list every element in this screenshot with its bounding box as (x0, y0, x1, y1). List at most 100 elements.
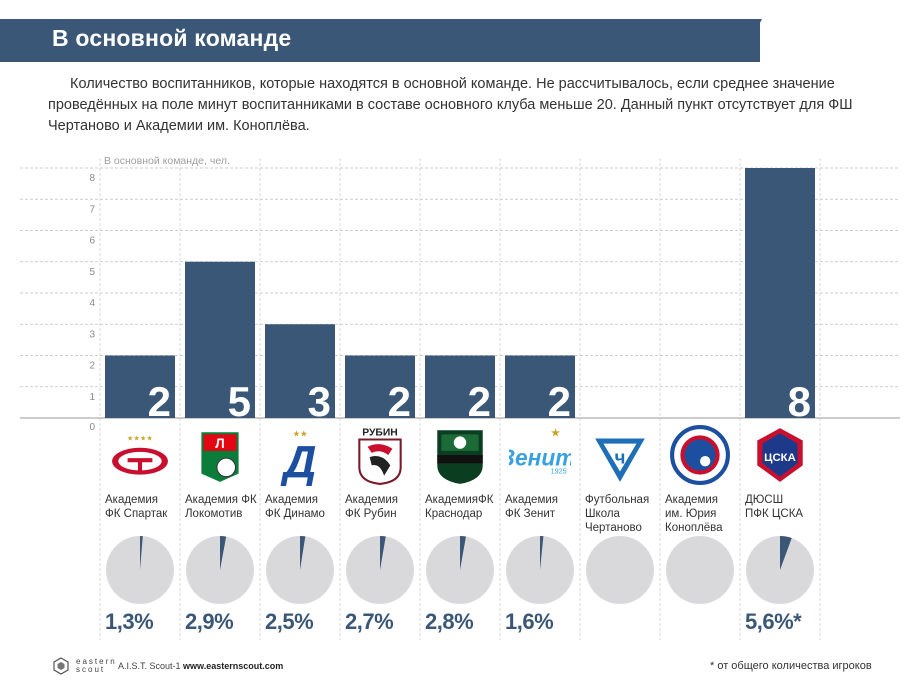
share-percent-label: 1,3% (105, 609, 154, 634)
team-name-line: Академия (105, 494, 159, 506)
team-name-line: Чертаново (585, 522, 642, 534)
bar (345, 355, 415, 418)
team-name-line: Академия (345, 494, 399, 506)
bar-value-label: 5 (228, 378, 251, 425)
share-pie-slice (300, 536, 306, 570)
share-pie (586, 536, 654, 604)
share-pie-slice (460, 536, 466, 570)
eastern-scout-logo-icon (53, 657, 69, 675)
share-pie-slice (220, 536, 227, 570)
team-name: Академия ФК Локомотив (185, 493, 265, 521)
y-tick-label: 5 (89, 267, 95, 278)
footer-product: A.I.S.T. Scout-1 www.easternscout.com (118, 661, 283, 671)
team-name: Академия ФК Зенит (505, 493, 585, 521)
dynamo-logo: ★★Д (280, 429, 317, 486)
bar (105, 355, 175, 418)
team-name: Академия им. Юрия Коноплёва (665, 493, 745, 535)
team-name-line: ДЮСШ (745, 494, 784, 506)
team-name-line: Футбольная (585, 494, 650, 506)
zenit-logo: ★ Зенит1925 (509, 427, 571, 476)
team-name: АкадемияФК Краснодар (425, 493, 505, 521)
bar-value-label: 8 (788, 378, 811, 425)
header-bar: В основной команде (0, 19, 760, 62)
spartak-logo: ★★★★ (112, 434, 168, 475)
team-name-line: ФК Спартак (105, 508, 168, 520)
share-pie-slice (780, 536, 792, 570)
svg-text:РУБИН: РУБИН (362, 427, 397, 438)
svg-text:Д: Д (280, 437, 317, 486)
y-tick-label: 8 (89, 173, 95, 184)
y-tick-label: 4 (89, 298, 95, 309)
share-percent-label: 5,6%* (745, 609, 802, 634)
share-percent-label: 2,7% (345, 609, 394, 634)
svg-text:ч: ч (615, 446, 626, 467)
team-name-line: Академия (505, 494, 559, 506)
team-name-line: ФК Динамо (265, 508, 325, 520)
bar (425, 355, 495, 418)
y-tick-label: 3 (89, 329, 95, 340)
team-name-line: ФК Рубин (345, 508, 397, 520)
bar (505, 355, 575, 418)
bar-value-label: 2 (388, 378, 411, 425)
cska-logo: ЦСКА (757, 428, 803, 482)
footer-brand: eastern scout (52, 657, 117, 675)
share-pie-slice (140, 536, 143, 570)
lokomotiv-logo: Л (201, 432, 239, 482)
bar-value-label: 2 (548, 378, 571, 425)
svg-text:Зенит: Зенит (509, 444, 571, 470)
svg-text:★★: ★★ (293, 429, 308, 438)
y-tick-label: 0 (89, 422, 95, 433)
team-name-line: Школа (585, 508, 620, 520)
site-link[interactable]: www.easternscout.com (183, 661, 284, 671)
share-pie-slice (380, 536, 386, 570)
page-title: В основной команде (52, 25, 292, 51)
y-tick-label: 2 (89, 361, 95, 372)
brand-line-2: scout (76, 665, 106, 674)
share-pie (666, 536, 734, 604)
bar-value-label: 2 (468, 378, 491, 425)
team-name-line: АкадемияФК (425, 494, 494, 506)
share-pie-slice (540, 536, 544, 570)
product-name: A.I.S.T. Scout-1 (118, 661, 181, 671)
team-name-line: ФК Зенит (505, 508, 556, 520)
team-name: Академия ФК Рубин (345, 493, 425, 521)
team-name-line: Академия (265, 494, 319, 506)
svg-text:ЦСКА: ЦСКА (764, 452, 796, 464)
bar-value-label: 3 (308, 378, 331, 425)
team-name: Футбольная Школа Чертаново (585, 493, 665, 535)
konoplev-logo (670, 425, 730, 485)
team-name-line: Академия ФК (185, 494, 257, 506)
svg-text:Л: Л (215, 436, 224, 451)
team-name-line: Коноплёва (665, 522, 723, 534)
y-axis-label: В основной команде, чел. (104, 155, 230, 167)
team-name: Академия ФК Динамо (265, 493, 345, 521)
svg-text:★: ★ (550, 427, 560, 439)
y-tick-label: 1 (89, 392, 95, 403)
team-name-line: ПФК ЦСКА (745, 508, 804, 520)
team-name-line: Академия (665, 494, 719, 506)
chertanovo-logo: ч (595, 438, 645, 482)
bar (185, 261, 255, 418)
team-name: ДЮСШ ПФК ЦСКА (745, 493, 825, 521)
team-name-line: им. Юрия (665, 508, 717, 520)
team-name-line: Краснодар (425, 508, 483, 520)
team-name: Академия ФК Спартак (105, 493, 185, 521)
krasnodar-logo (437, 430, 483, 484)
brand-line-1: eastern (76, 657, 117, 666)
bar (265, 324, 335, 418)
intro-text: Количество воспитанников, которые находя… (48, 76, 853, 134)
y-tick-label: 6 (89, 236, 95, 247)
team-name-line: Локомотив (185, 508, 243, 520)
share-percent-label: 2,8% (425, 609, 474, 634)
footnote: * от общего количества игроков (710, 660, 872, 672)
svg-text:1925: 1925 (551, 467, 567, 476)
bar (745, 168, 815, 418)
share-percent-label: 1,6% (505, 609, 554, 634)
rubin-logo: РУБИН (358, 427, 402, 485)
svg-text:★★★★: ★★★★ (127, 434, 153, 443)
share-percent-label: 2,9% (185, 609, 234, 634)
share-percent-label: 2,5% (265, 609, 314, 634)
y-tick-label: 7 (89, 204, 95, 215)
bar-value-label: 2 (148, 378, 171, 425)
